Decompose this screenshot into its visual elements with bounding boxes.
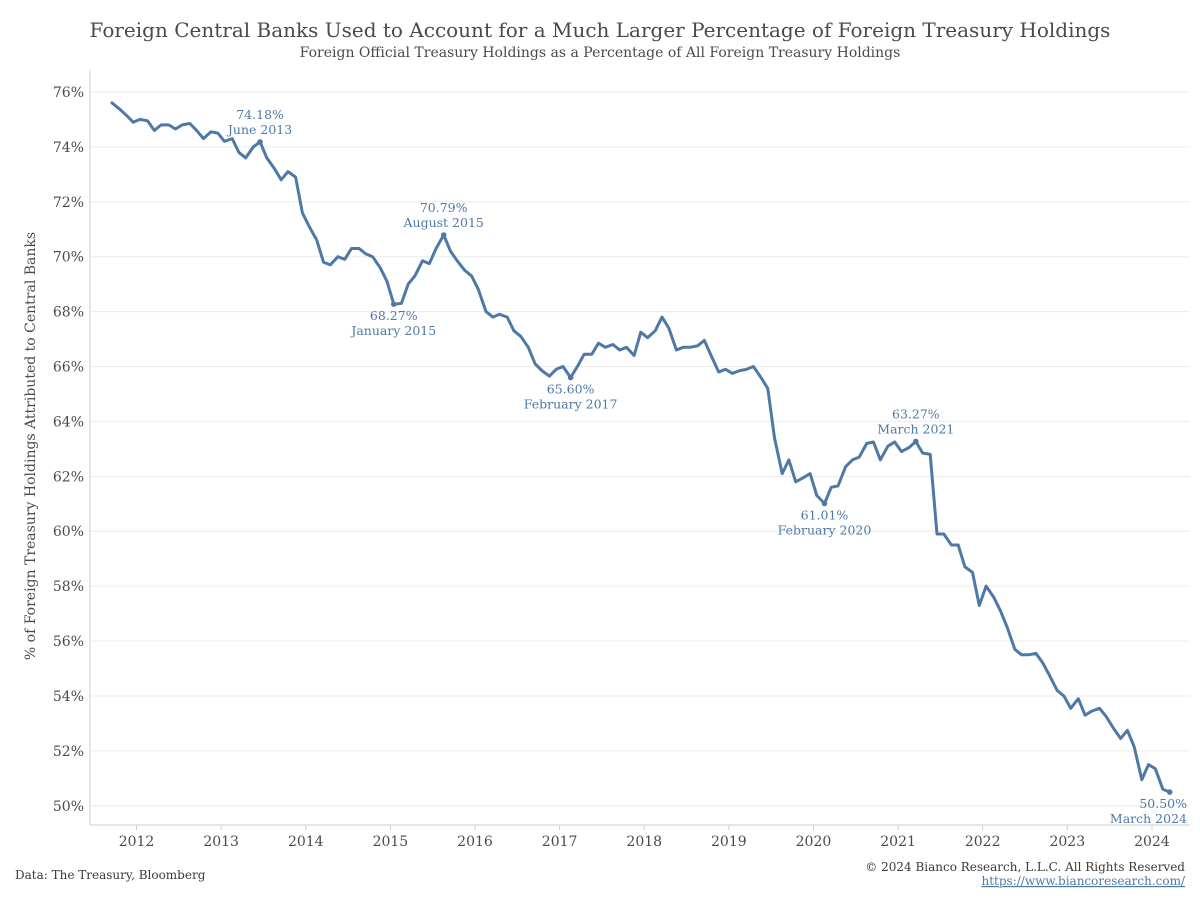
y-tick-label: 66% bbox=[53, 360, 84, 376]
x-tick-label: 2023 bbox=[1049, 834, 1085, 850]
annotation-value: 74.18% bbox=[236, 107, 284, 122]
annotation-date: June 2013 bbox=[226, 122, 292, 137]
x-tick-label: 2020 bbox=[796, 834, 832, 850]
x-tick-label: 2013 bbox=[203, 834, 239, 850]
annotations: 74.18%June 2013 68.27%January 2015 70.79%A… bbox=[226, 107, 1187, 826]
x-tick-label: 2024 bbox=[1134, 834, 1170, 850]
y-tick-label: 52% bbox=[53, 744, 84, 760]
website-link[interactable]: https://www.biancoresearch.com/ bbox=[981, 874, 1185, 888]
x-tick-label: 2016 bbox=[457, 834, 493, 850]
annotation-point bbox=[390, 301, 397, 307]
series-line bbox=[110, 101, 1172, 794]
y-tick-label: 70% bbox=[53, 250, 84, 266]
annotation-date: August 2015 bbox=[403, 215, 484, 230]
annotation-value: 70.79% bbox=[420, 200, 468, 215]
annotation-date: March 2021 bbox=[877, 421, 954, 436]
series-layer bbox=[110, 101, 1172, 794]
x-tick-label: 2019 bbox=[711, 834, 747, 850]
y-tick-label: 56% bbox=[53, 634, 84, 650]
chart-title: Foreign Central Banks Used to Account fo… bbox=[90, 18, 1111, 42]
annotation-point bbox=[567, 374, 574, 381]
y-tick-label: 62% bbox=[53, 469, 84, 485]
annotation-point bbox=[440, 232, 447, 238]
x-tick-label: 2015 bbox=[373, 834, 409, 850]
x-tick-label: 2017 bbox=[542, 834, 578, 850]
annotation-point bbox=[257, 139, 263, 145]
annotation-point bbox=[821, 500, 828, 507]
y-tick-label: 58% bbox=[53, 579, 84, 595]
annotation-value: 61.01% bbox=[801, 508, 849, 523]
chart-subtitle: Foreign Official Treasury Holdings as a … bbox=[300, 45, 901, 61]
annotation-date: January 2015 bbox=[349, 323, 436, 338]
annotation-value: 50.50% bbox=[1139, 796, 1187, 811]
y-tick-label: 76% bbox=[53, 85, 84, 101]
annotation-value: 65.60% bbox=[547, 381, 595, 396]
y-tick-label: 74% bbox=[53, 140, 84, 156]
gridlines bbox=[90, 91, 1190, 807]
y-tick-label: 68% bbox=[53, 305, 84, 321]
y-axis-label: % of Foreign Treasury Holdings Attribute… bbox=[23, 232, 39, 660]
annotation-date: March 2024 bbox=[1110, 811, 1187, 826]
x-tick-label: 2012 bbox=[119, 834, 155, 850]
axes: 50% 52% 54% 56% 58% 60% 62% 64% 66% 68% 70% 72% 74% 7… bbox=[53, 70, 1190, 850]
annotation-value: 63.27% bbox=[892, 406, 940, 421]
x-tick-label: 2022 bbox=[965, 834, 1001, 850]
annotation-point bbox=[913, 438, 919, 445]
y-tick-label: 64% bbox=[53, 414, 84, 430]
y-tick-label: 72% bbox=[53, 195, 84, 211]
y-tick-label: 54% bbox=[53, 689, 84, 705]
y-tick-label: 50% bbox=[53, 799, 84, 815]
x-tick-label: 2021 bbox=[880, 834, 916, 850]
copyright: © 2024 Bianco Research, L.L.C. All Right… bbox=[865, 860, 1185, 874]
annotation-value: 68.27% bbox=[370, 308, 418, 323]
annotation-date: February 2020 bbox=[778, 523, 872, 538]
annotation-point bbox=[1166, 789, 1173, 795]
x-tick-label: 2014 bbox=[288, 834, 324, 850]
y-tick-label: 60% bbox=[53, 524, 84, 540]
annotation-date: February 2017 bbox=[524, 396, 618, 411]
data-source: Data: The Treasury, Bloomberg bbox=[15, 868, 206, 882]
x-tick-label: 2018 bbox=[626, 834, 662, 850]
